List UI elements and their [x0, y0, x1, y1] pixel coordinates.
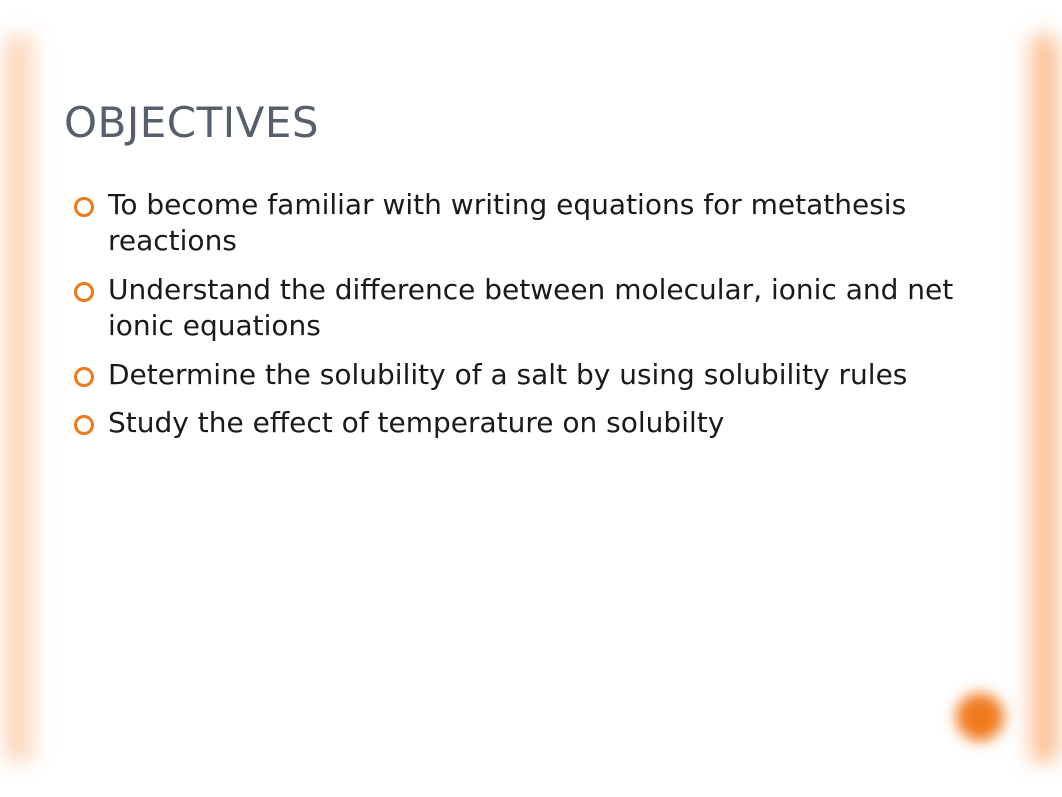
bullet-list: To become familiar with writing equation… [74, 187, 982, 441]
left-edge-decoration [6, 34, 36, 763]
slide-title: OBJECTIVES [64, 98, 982, 147]
list-item: Determine the solubility of a salt by us… [74, 357, 982, 393]
slide-content: OBJECTIVES To become familiar with writi… [64, 98, 982, 757]
list-item: Study the effect of temperature on solub… [74, 405, 982, 441]
list-item: Understand the difference between molecu… [74, 272, 982, 345]
list-item: To become familiar with writing equation… [74, 187, 982, 260]
right-edge-decoration [1026, 34, 1056, 763]
